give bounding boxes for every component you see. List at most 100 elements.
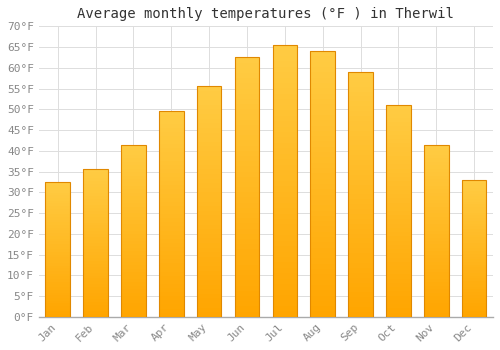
Bar — [272, 219, 297, 224]
Bar — [234, 275, 260, 280]
Bar — [121, 268, 146, 272]
Bar — [234, 218, 260, 223]
Bar — [121, 234, 146, 238]
Bar — [197, 303, 222, 308]
Bar — [84, 258, 108, 261]
Bar — [310, 269, 335, 274]
Bar — [386, 131, 410, 135]
Bar — [197, 229, 222, 234]
Bar — [46, 222, 70, 225]
Bar — [197, 248, 222, 252]
Bar — [386, 118, 410, 122]
Bar — [159, 296, 184, 300]
Bar — [84, 231, 108, 234]
Bar — [386, 292, 410, 296]
Bar — [348, 170, 373, 175]
Bar — [348, 135, 373, 140]
Bar — [159, 288, 184, 292]
Bar — [348, 209, 373, 214]
Bar — [386, 114, 410, 118]
Bar — [462, 221, 486, 224]
Bar — [121, 148, 146, 152]
Bar — [310, 168, 335, 173]
Bar — [386, 296, 410, 300]
Bar — [84, 219, 108, 223]
Bar — [197, 299, 222, 303]
Bar — [46, 236, 70, 239]
Bar — [234, 78, 260, 83]
Bar — [386, 160, 410, 164]
Bar — [272, 116, 297, 121]
Bar — [84, 208, 108, 211]
Bar — [310, 295, 335, 301]
Bar — [386, 173, 410, 177]
Bar — [272, 110, 297, 116]
Bar — [424, 196, 448, 200]
Bar — [121, 203, 146, 206]
Bar — [348, 302, 373, 307]
Bar — [462, 191, 486, 194]
Bar — [386, 156, 410, 160]
Bar — [424, 296, 448, 300]
Bar — [234, 63, 260, 68]
Bar — [462, 243, 486, 246]
Bar — [386, 304, 410, 308]
Bar — [234, 260, 260, 265]
Bar — [462, 254, 486, 257]
Bar — [348, 86, 373, 91]
Bar — [310, 306, 335, 312]
Bar — [348, 229, 373, 233]
Bar — [46, 182, 70, 317]
Bar — [234, 270, 260, 275]
Bar — [159, 231, 184, 234]
Bar — [348, 150, 373, 155]
Bar — [46, 295, 70, 298]
Bar — [424, 179, 448, 182]
Bar — [121, 279, 146, 282]
Bar — [84, 173, 108, 175]
Bar — [348, 312, 373, 317]
Bar — [84, 187, 108, 190]
Bar — [348, 278, 373, 282]
Bar — [310, 51, 335, 56]
Bar — [46, 239, 70, 241]
Bar — [197, 151, 222, 155]
Bar — [386, 224, 410, 228]
Bar — [159, 132, 184, 136]
Bar — [310, 253, 335, 258]
Bar — [46, 260, 70, 263]
Bar — [234, 57, 260, 63]
Bar — [121, 217, 146, 220]
Bar — [46, 314, 70, 317]
Bar — [310, 285, 335, 290]
Bar — [310, 131, 335, 136]
Bar — [46, 312, 70, 314]
Bar — [348, 263, 373, 268]
Bar — [272, 154, 297, 159]
Bar — [46, 285, 70, 287]
Bar — [310, 189, 335, 195]
Bar — [159, 177, 184, 181]
Bar — [121, 282, 146, 286]
Bar — [386, 232, 410, 236]
Bar — [272, 273, 297, 279]
Bar — [234, 223, 260, 229]
Bar — [462, 273, 486, 276]
Bar — [310, 147, 335, 152]
Bar — [272, 301, 297, 306]
Bar — [159, 198, 184, 202]
Bar — [348, 106, 373, 111]
Bar — [462, 234, 486, 237]
Bar — [197, 294, 222, 299]
Bar — [386, 152, 410, 156]
Bar — [159, 247, 184, 251]
Bar — [159, 165, 184, 169]
Bar — [272, 83, 297, 89]
Bar — [84, 290, 108, 293]
Bar — [121, 155, 146, 158]
Bar — [386, 270, 410, 274]
Bar — [462, 229, 486, 232]
Bar — [234, 57, 260, 317]
Bar — [197, 114, 222, 119]
Bar — [84, 237, 108, 240]
